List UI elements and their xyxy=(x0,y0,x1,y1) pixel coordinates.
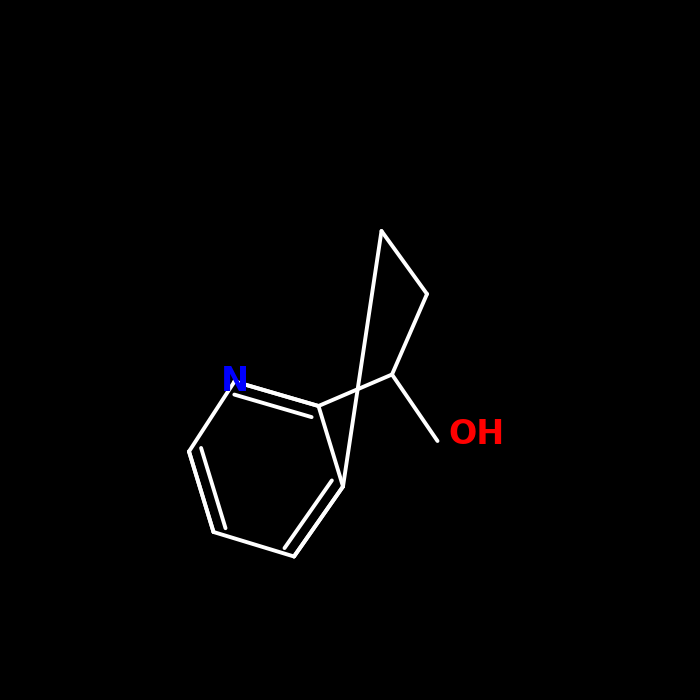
Text: N: N xyxy=(220,365,248,398)
Text: OH: OH xyxy=(448,417,504,451)
